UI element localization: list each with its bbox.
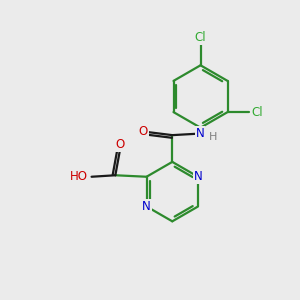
Text: HO: HO	[70, 170, 88, 183]
Text: N: N	[142, 200, 151, 213]
Text: N: N	[194, 170, 203, 183]
Text: H: H	[209, 132, 218, 142]
Text: O: O	[115, 138, 124, 151]
Text: Cl: Cl	[251, 106, 263, 118]
Text: Cl: Cl	[195, 31, 206, 44]
Text: O: O	[139, 125, 148, 138]
Text: N: N	[196, 127, 204, 140]
